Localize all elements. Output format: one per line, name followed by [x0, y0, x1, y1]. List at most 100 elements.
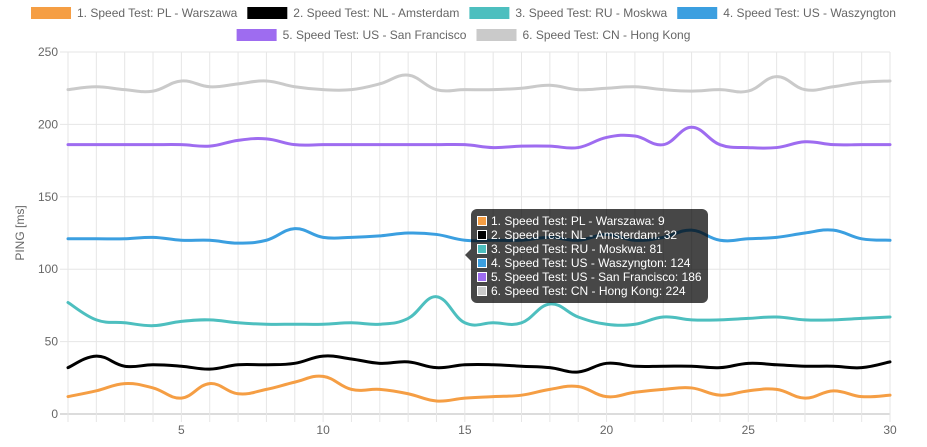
series-line[interactable]: [66, 374, 892, 403]
data-point[interactable]: [180, 320, 183, 323]
data-point[interactable]: [463, 239, 466, 242]
data-point[interactable]: [265, 239, 268, 242]
data-point[interactable]: [152, 143, 155, 146]
data-point[interactable]: [747, 362, 750, 365]
data-point[interactable]: [378, 362, 381, 365]
data-point[interactable]: [718, 239, 721, 242]
data-point[interactable]: [322, 143, 325, 146]
data-point[interactable]: [463, 363, 466, 366]
data-point[interactable]: [435, 143, 438, 146]
data-point[interactable]: [492, 395, 495, 398]
data-point[interactable]: [860, 395, 863, 398]
data-point[interactable]: [95, 143, 98, 146]
data-point[interactable]: [180, 239, 183, 242]
data-point[interactable]: [577, 315, 580, 318]
data-point[interactable]: [492, 321, 495, 324]
data-point[interactable]: [889, 79, 891, 82]
data-point[interactable]: [577, 146, 580, 149]
data-point[interactable]: [123, 382, 126, 385]
data-point[interactable]: [378, 234, 381, 237]
data-point[interactable]: [322, 323, 325, 326]
data-point[interactable]: [605, 323, 608, 326]
data-point[interactable]: [180, 365, 183, 368]
data-point[interactable]: [718, 366, 721, 369]
data-point[interactable]: [322, 375, 325, 378]
data-point[interactable]: [662, 365, 665, 368]
data-point[interactable]: [378, 82, 381, 85]
data-point[interactable]: [208, 85, 211, 88]
data-point[interactable]: [237, 321, 240, 324]
data-point[interactable]: [577, 371, 580, 374]
data-point[interactable]: [350, 321, 353, 324]
data-point[interactable]: [463, 321, 466, 324]
data-point[interactable]: [208, 145, 211, 148]
data-point[interactable]: [265, 388, 268, 391]
data-point[interactable]: [208, 368, 211, 371]
data-point[interactable]: [237, 363, 240, 366]
data-point[interactable]: [123, 365, 126, 368]
data-point[interactable]: [293, 323, 296, 326]
data-point[interactable]: [775, 315, 778, 318]
data-point[interactable]: [889, 394, 891, 397]
data-point[interactable]: [265, 79, 268, 82]
data-point[interactable]: [407, 392, 410, 395]
data-point[interactable]: [690, 318, 693, 321]
data-point[interactable]: [889, 315, 891, 318]
data-point[interactable]: [95, 85, 98, 88]
legend-item[interactable]: 3. Speed Test: RU - Moskwa: [469, 6, 668, 20]
data-point[interactable]: [350, 388, 353, 391]
data-point[interactable]: [67, 237, 69, 240]
data-point[interactable]: [860, 237, 863, 240]
data-point[interactable]: [407, 143, 410, 146]
data-point[interactable]: [152, 90, 155, 93]
data-point[interactable]: [123, 237, 126, 240]
data-point[interactable]: [95, 389, 98, 392]
data-point[interactable]: [407, 360, 410, 363]
legend-item[interactable]: 4. Speed Test: US - Waszyngton: [677, 6, 896, 20]
data-point[interactable]: [633, 134, 636, 137]
data-point[interactable]: [293, 362, 296, 365]
data-point[interactable]: [520, 87, 523, 90]
data-point[interactable]: [350, 357, 353, 360]
data-point[interactable]: [860, 317, 863, 320]
data-point[interactable]: [747, 317, 750, 320]
data-point[interactable]: [67, 395, 69, 398]
data-point[interactable]: [662, 388, 665, 391]
data-point[interactable]: [803, 365, 806, 368]
series-line[interactable]: [66, 125, 892, 150]
data-point[interactable]: [548, 388, 551, 391]
data-point[interactable]: [690, 386, 693, 389]
data-point[interactable]: [775, 146, 778, 149]
data-point[interactable]: [378, 323, 381, 326]
data-point[interactable]: [548, 302, 551, 305]
data-point[interactable]: [237, 139, 240, 142]
data-point[interactable]: [265, 137, 268, 140]
data-point[interactable]: [548, 366, 551, 369]
data-point[interactable]: [520, 365, 523, 368]
data-point[interactable]: [180, 143, 183, 146]
legend-item[interactable]: 6. Speed Test: CN - Hong Kong: [476, 28, 690, 42]
data-point[interactable]: [803, 318, 806, 321]
data-point[interactable]: [832, 143, 835, 146]
data-point[interactable]: [435, 88, 438, 91]
data-point[interactable]: [435, 233, 438, 236]
data-point[interactable]: [718, 394, 721, 397]
data-point[interactable]: [322, 88, 325, 91]
data-point[interactable]: [520, 394, 523, 397]
data-point[interactable]: [180, 397, 183, 400]
data-point[interactable]: [293, 85, 296, 88]
data-point[interactable]: [889, 360, 891, 363]
data-point[interactable]: [407, 317, 410, 320]
data-point[interactable]: [435, 399, 438, 402]
data-point[interactable]: [803, 232, 806, 234]
data-point[interactable]: [605, 87, 608, 90]
data-point[interactable]: [775, 388, 778, 391]
data-point[interactable]: [237, 242, 240, 245]
data-point[interactable]: [662, 143, 665, 146]
data-point[interactable]: [123, 88, 126, 91]
data-point[interactable]: [350, 236, 353, 239]
data-point[interactable]: [492, 146, 495, 149]
data-point[interactable]: [435, 366, 438, 369]
data-point[interactable]: [208, 382, 211, 385]
data-point[interactable]: [860, 366, 863, 369]
